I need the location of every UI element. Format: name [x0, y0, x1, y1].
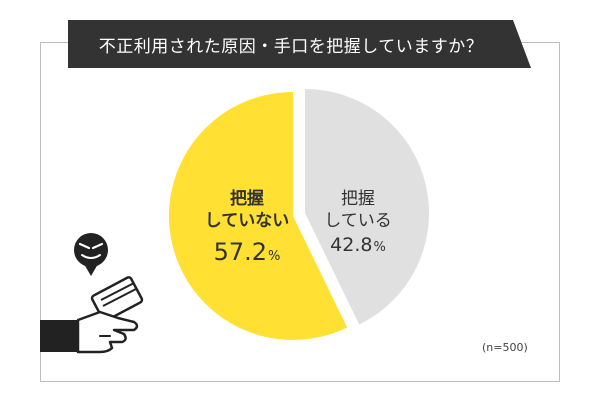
slice-label-line2: している	[324, 211, 392, 231]
slice-value: 42.8%	[313, 234, 403, 256]
slice-label-line1: 把握	[230, 189, 264, 209]
slice-label-line1: 把握	[341, 189, 375, 209]
slice-label-line2: していない	[204, 211, 290, 231]
slice-label-not-grasped: 把握 していない 57.2%	[192, 188, 302, 266]
sneaky-face-icon	[74, 233, 108, 276]
sample-size-note: (n=500)	[482, 341, 528, 354]
slice-value-unit: %	[268, 249, 281, 264]
pie-slice-grasped	[305, 89, 429, 325]
hand-holding-card-icon	[40, 276, 144, 354]
slice-value: 57.2%	[192, 238, 302, 266]
slice-value-number: 42.8	[330, 234, 373, 256]
chart-title: 不正利用された原因・手口を把握していますか？	[98, 36, 484, 57]
pie-slice-not-grasped	[168, 92, 348, 341]
slice-label-grasped: 把握 している 42.8%	[313, 188, 403, 256]
title-banner	[68, 20, 531, 68]
slice-value-number: 57.2	[213, 238, 268, 266]
slice-value-unit: %	[373, 240, 386, 255]
